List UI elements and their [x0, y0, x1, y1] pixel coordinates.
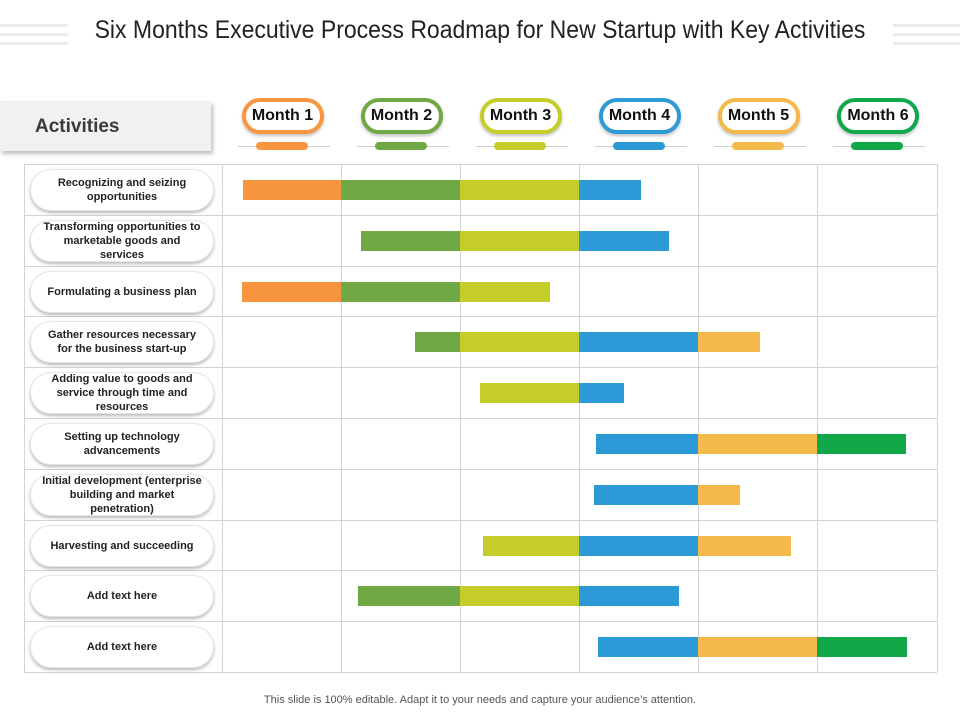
activity-bar-month-6 [817, 637, 907, 658]
month-color-bar [493, 142, 546, 150]
grid-column-line [460, 164, 461, 672]
decor-line [893, 24, 960, 27]
activity-label: Harvesting and succeeding [30, 524, 214, 567]
activity-label: Formulating a business plan [30, 270, 214, 313]
grid-row-line [24, 367, 937, 368]
activity-bar-month-4 [579, 586, 679, 607]
grid-column-line [817, 164, 818, 672]
activity-bar-month-6 [817, 434, 906, 454]
activity-bar-month-4 [594, 484, 698, 505]
month-2-header: Month 2 [360, 98, 443, 134]
activity-bar-month-4 [598, 637, 698, 658]
activity-bar-month-4 [595, 434, 698, 454]
month-5-header: Month 5 [717, 98, 800, 134]
activity-bar-month-5 [698, 484, 740, 505]
month-color-bar [255, 142, 308, 150]
activity-bar-month-4 [579, 180, 641, 200]
activities-header-label: Activities [35, 116, 120, 137]
activity-bar-month-5 [698, 434, 817, 454]
grid-row-line [24, 570, 937, 571]
grid-row-line [24, 316, 937, 317]
activity-bar-month-2 [361, 230, 460, 251]
activity-bar-month-4 [579, 230, 670, 251]
activity-label: Gather resources necessary for the busin… [30, 321, 214, 364]
grid-row-line [24, 672, 937, 673]
grid-row-line [24, 469, 937, 470]
activities-header: Activities [0, 101, 211, 151]
activity-bar-month-4 [579, 332, 698, 353]
decor-line [893, 33, 960, 36]
decor-line [0, 24, 68, 27]
grid-column-line [24, 164, 25, 672]
activity-bar-month-4 [579, 535, 698, 556]
activity-bar-month-3 [460, 180, 579, 200]
slide-title: Six Months Executive Process Roadmap for… [94, 16, 866, 44]
decor-line [0, 42, 68, 45]
month-1-header: Month 1 [241, 98, 324, 134]
activity-bar-month-3 [482, 535, 579, 556]
activity-label: Recognizing and seizing opportunities [30, 169, 214, 211]
activity-label: Initial development (enterprise building… [30, 473, 214, 516]
month-6-header: Month 6 [837, 98, 919, 134]
activity-bar-month-2 [357, 586, 460, 607]
activity-label: Add text here [30, 626, 214, 669]
activity-bar-month-3 [460, 281, 551, 302]
grid-row-line [24, 418, 937, 419]
activity-bar-month-1 [242, 281, 341, 302]
month-color-bar [851, 142, 903, 150]
activity-label: Transforming opportunities to marketable… [30, 219, 214, 262]
activity-bar-month-3 [460, 586, 579, 607]
activity-bar-month-3 [460, 332, 579, 353]
month-color-bar [731, 142, 784, 150]
activity-label: Setting up technology advancements [30, 423, 214, 465]
activity-bar-month-1 [243, 180, 341, 200]
activity-bar-month-2 [341, 281, 460, 302]
activity-bar-month-3 [480, 383, 579, 404]
grid-column-line [579, 164, 580, 672]
grid-row-line [24, 266, 937, 267]
grid-column-line [937, 164, 938, 672]
month-color-bar [374, 142, 427, 150]
grid-column-line [341, 164, 342, 672]
month-4-header: Month 4 [598, 98, 681, 134]
activity-label: Adding value to goods and service throug… [30, 372, 214, 415]
grid-column-line [698, 164, 699, 672]
month-3-header: Month 3 [479, 98, 562, 134]
grid-column-line [222, 164, 223, 672]
month-color-bar [612, 142, 665, 150]
grid-row-line [24, 520, 937, 521]
decor-line [0, 33, 68, 36]
activity-bar-month-2 [341, 180, 460, 200]
activity-bar-month-5 [698, 535, 791, 556]
roadmap-grid [24, 164, 938, 673]
grid-row-line [24, 164, 937, 165]
decor-line [893, 42, 960, 45]
activity-bar-month-5 [698, 637, 817, 658]
grid-row-line [24, 621, 937, 622]
activity-label: Add text here [30, 575, 214, 618]
activity-bar-month-4 [579, 383, 625, 404]
footer-note: This slide is 100% editable. Adapt it to… [263, 694, 697, 706]
grid-row-line [24, 215, 937, 216]
activity-bar-month-5 [698, 332, 760, 353]
activity-bar-month-2 [414, 332, 460, 353]
activity-bar-month-3 [460, 230, 579, 251]
